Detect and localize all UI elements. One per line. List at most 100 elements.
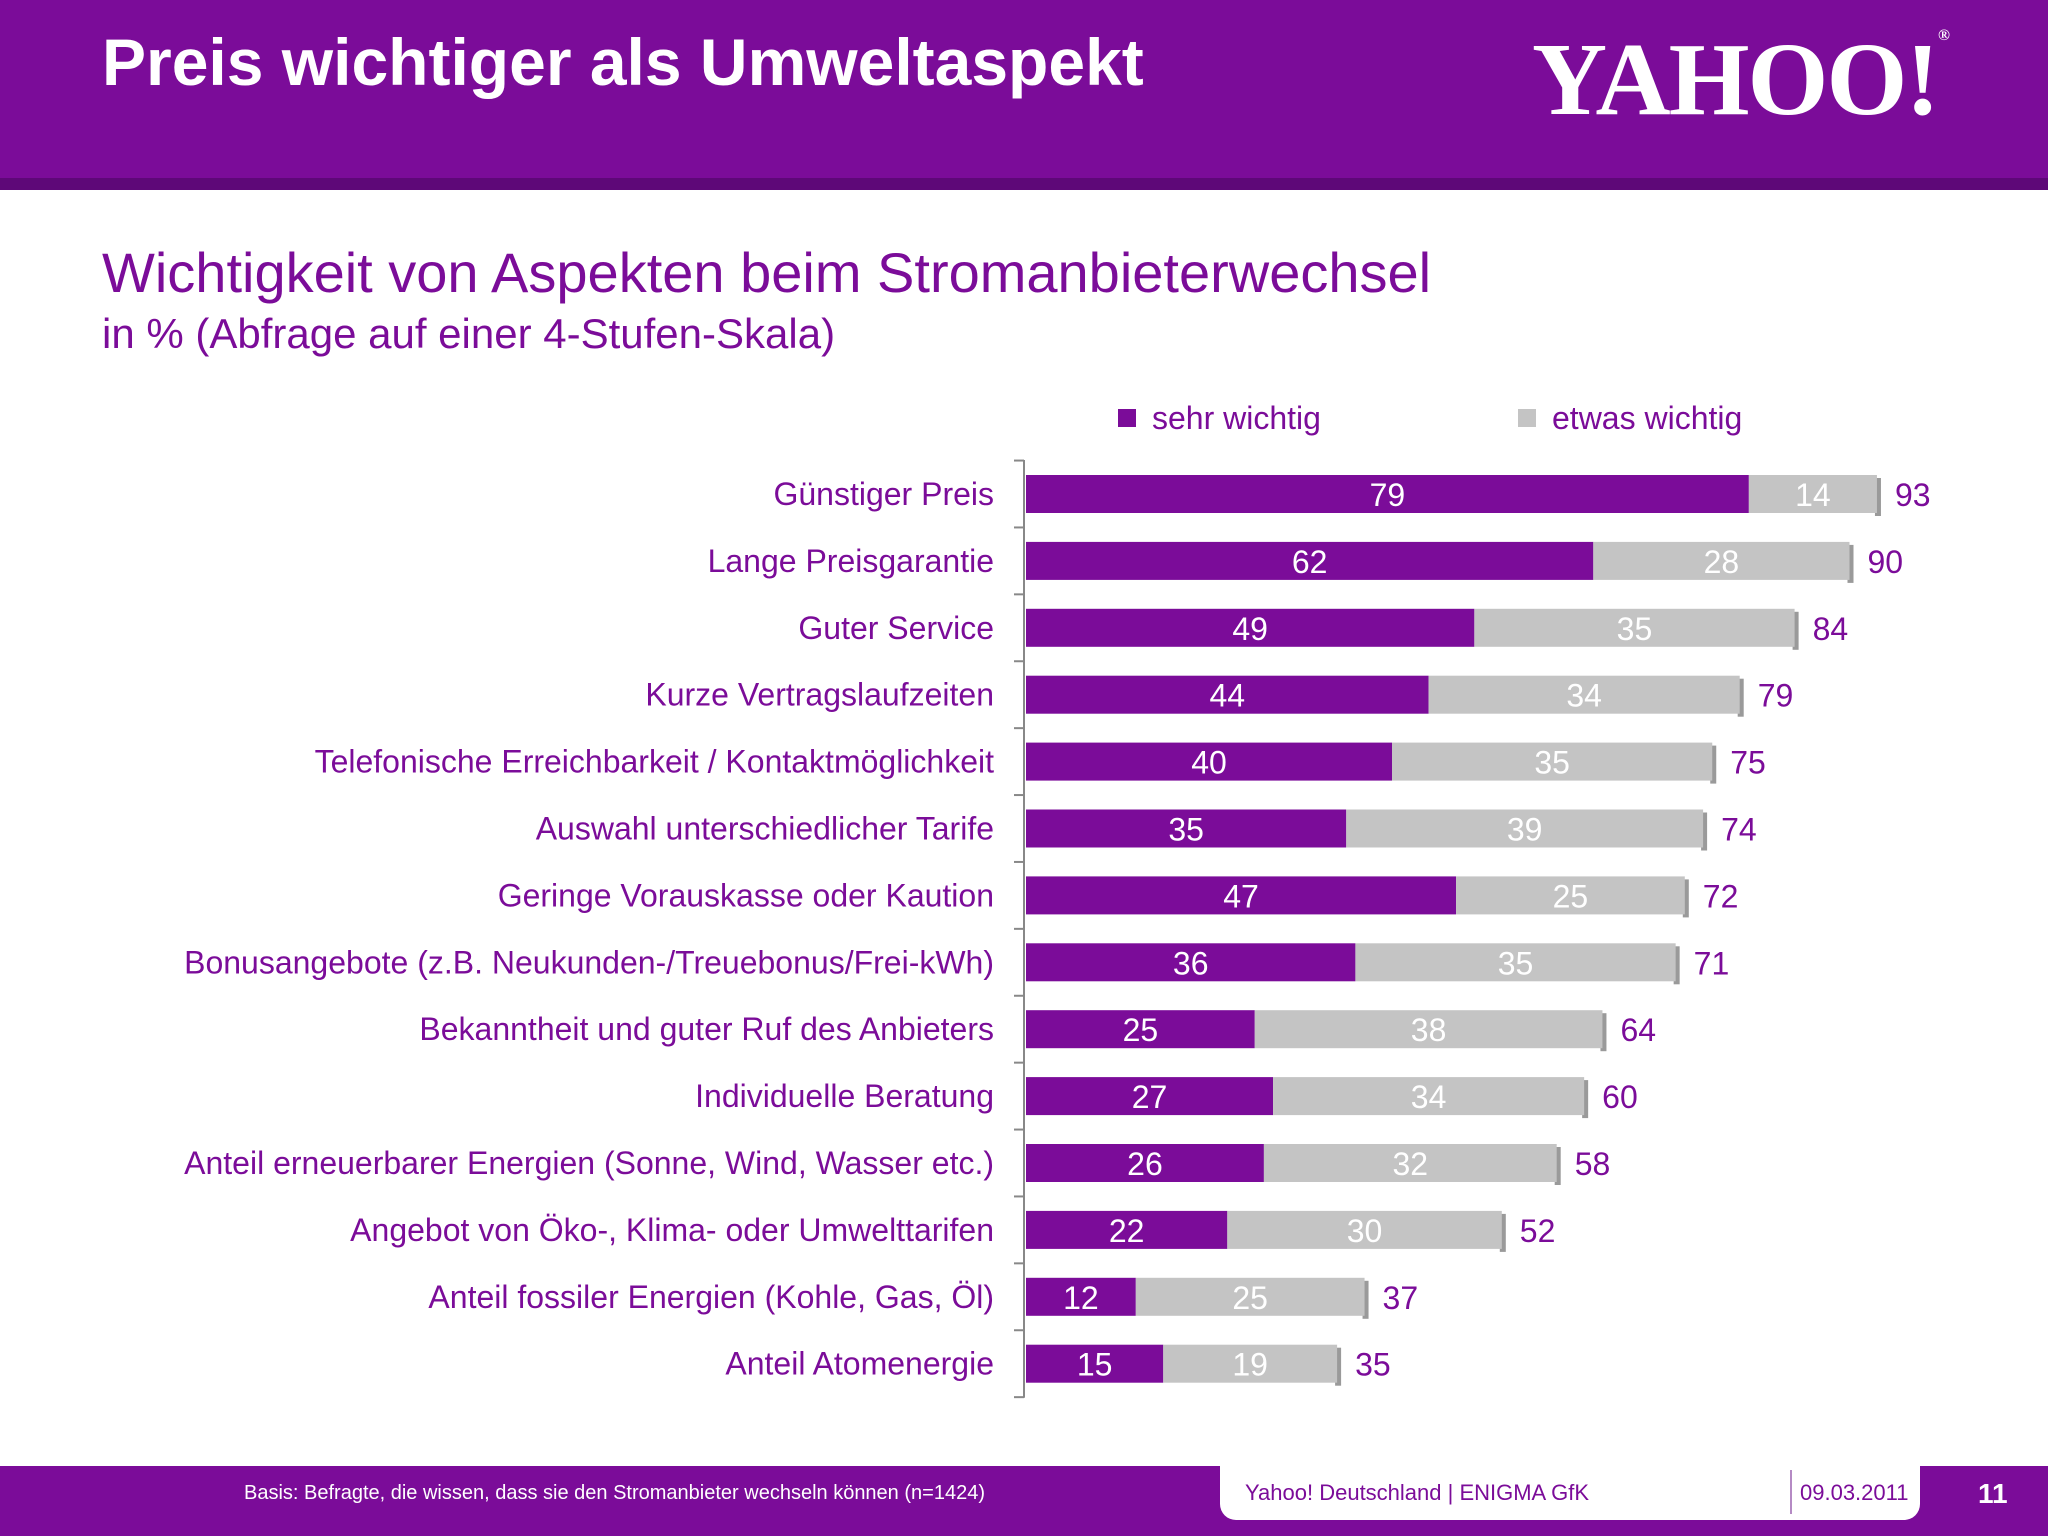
- logo-text: YAHOO!: [1532, 22, 1940, 137]
- bar-etwas-wichtig: [1456, 876, 1685, 915]
- bar-etwas-wichtig: [1392, 742, 1713, 781]
- bar-shadow: [1499, 1213, 1506, 1252]
- bar-shadow: [1673, 946, 1680, 985]
- footer-source: Yahoo! Deutschland | ENIGMA GfK: [1245, 1480, 1590, 1505]
- data-label-etwas-wichtig: 28: [1704, 544, 1740, 580]
- bar-sehr-wichtig: [1026, 1210, 1228, 1249]
- header-bar: Preis wichtiger als Umweltaspekt YAHOO!®: [0, 0, 2048, 190]
- category-label: Angebot von Öko-, Klima- oder Umwelttari…: [350, 1212, 994, 1248]
- data-label-etwas-wichtig: 34: [1566, 678, 1602, 714]
- category-label: Anteil fossiler Energien (Kohle, Gas, Öl…: [428, 1279, 994, 1315]
- bar-etwas-wichtig: [1227, 1210, 1502, 1249]
- bar-sehr-wichtig: [1026, 943, 1356, 982]
- data-label-total: 84: [1813, 611, 1849, 647]
- bar-sehr-wichtig: [1026, 1077, 1274, 1116]
- chart-subtitle: in % (Abfrage auf einer 4-Stufen-Skala): [102, 310, 836, 357]
- bar-sehr-wichtig: [1026, 608, 1475, 647]
- bar-etwas-wichtig: [1263, 1144, 1557, 1182]
- data-label-etwas-wichtig: 30: [1347, 1213, 1383, 1249]
- bar-sehr-wichtig: [1026, 1144, 1264, 1182]
- bar-etwas-wichtig: [1273, 1077, 1585, 1116]
- data-label-total: 60: [1602, 1079, 1638, 1115]
- data-label-etwas-wichtig: 35: [1617, 611, 1653, 647]
- data-label-etwas-wichtig: 25: [1232, 1280, 1268, 1316]
- data-label-sehr-wichtig: 27: [1132, 1079, 1168, 1115]
- bar-sehr-wichtig: [1026, 1010, 1255, 1049]
- bar-sehr-wichtig: [1026, 475, 1749, 513]
- bar-shadow: [1582, 1080, 1589, 1119]
- legend-swatch-etwas-wichtig: [1518, 409, 1536, 427]
- data-label-sehr-wichtig: 79: [1370, 477, 1406, 513]
- bar-shadow: [1701, 812, 1708, 851]
- bar-shadow: [1847, 544, 1854, 583]
- bar-sehr-wichtig: [1026, 742, 1392, 781]
- footer-basis-note: Basis: Befragte, die wissen, dass sie de…: [244, 1482, 985, 1504]
- bar-sehr-wichtig: [1026, 876, 1457, 915]
- category-label: Anteil Atomenergie: [725, 1346, 994, 1382]
- page-title: Preis wichtiger als Umweltaspekt: [102, 25, 1144, 99]
- category-label: Auswahl unterschiedlicher Tarife: [536, 811, 994, 847]
- data-label-total: 71: [1694, 945, 1730, 981]
- data-label-total: 90: [1868, 544, 1904, 580]
- data-label-etwas-wichtig: 39: [1507, 812, 1543, 848]
- data-label-sehr-wichtig: 49: [1232, 611, 1268, 647]
- bar-shadow: [1682, 879, 1689, 918]
- data-label-sehr-wichtig: 26: [1127, 1146, 1163, 1182]
- stacked-bar-chart: Günstiger Preis 79 14 93 Lange Preisgarantie…: [184, 459, 1931, 1399]
- data-label-sehr-wichtig: 47: [1223, 878, 1259, 914]
- data-label-total: 93: [1895, 477, 1931, 513]
- bar-etwas-wichtig: [1355, 943, 1676, 982]
- footer-divider: [1790, 1470, 1792, 1514]
- yahoo-logo: YAHOO!®: [1532, 27, 1950, 132]
- bar-etwas-wichtig: [1346, 809, 1704, 848]
- data-label-sehr-wichtig: 40: [1191, 745, 1227, 781]
- data-label-sehr-wichtig: 25: [1123, 1012, 1159, 1048]
- bar-shadow: [1335, 1347, 1342, 1386]
- footer-date: 09.03.2011: [1800, 1480, 1909, 1505]
- bar-shadow: [1554, 1147, 1561, 1185]
- data-label-etwas-wichtig: 14: [1795, 477, 1831, 513]
- category-label: Lange Preisgarantie: [708, 543, 994, 579]
- registered-mark-icon: ®: [1937, 27, 1950, 44]
- category-label: Geringe Vorauskasse oder Kaution: [498, 877, 994, 913]
- bar-shadow: [1710, 745, 1717, 784]
- legend-label-etwas-wichtig: etwas wichtig: [1552, 399, 1743, 436]
- bar-etwas-wichtig: [1254, 1010, 1603, 1049]
- data-label-total: 35: [1355, 1347, 1391, 1383]
- bar-shadow: [1600, 1013, 1607, 1052]
- data-label-etwas-wichtig: 19: [1232, 1347, 1268, 1383]
- bar-sehr-wichtig: [1026, 1344, 1164, 1383]
- bar-shadow: [1874, 478, 1881, 516]
- category-label: Anteil erneuerbarer Energien (Sonne, Win…: [184, 1145, 994, 1181]
- data-label-etwas-wichtig: 35: [1498, 945, 1534, 981]
- legend-swatch-sehr-wichtig: [1118, 409, 1136, 427]
- data-label-sehr-wichtig: 22: [1109, 1213, 1145, 1249]
- category-label: Bekanntheit und guter Ruf des Anbieters: [419, 1011, 994, 1047]
- chart-title: Wichtigkeit von Aspekten beim Stromanbie…: [102, 241, 1432, 304]
- data-label-total: 37: [1383, 1280, 1419, 1316]
- data-label-total: 58: [1575, 1146, 1611, 1182]
- bar-shadow: [1737, 678, 1744, 717]
- data-label-etwas-wichtig: 34: [1411, 1079, 1447, 1115]
- category-label: Günstiger Preis: [773, 476, 994, 512]
- data-label-sehr-wichtig: 44: [1210, 678, 1246, 714]
- bar-etwas-wichtig: [1428, 675, 1740, 714]
- category-label: Guter Service: [798, 610, 994, 646]
- bar-etwas-wichtig: [1474, 608, 1795, 647]
- data-label-sehr-wichtig: 36: [1173, 945, 1209, 981]
- data-label-etwas-wichtig: 25: [1553, 878, 1589, 914]
- bar-etwas-wichtig: [1135, 1277, 1365, 1316]
- data-label-sehr-wichtig: 35: [1168, 812, 1204, 848]
- category-label: Bonusangebote (z.B. Neukunden-/Treuebonu…: [184, 944, 994, 980]
- data-label-sehr-wichtig: 15: [1077, 1347, 1113, 1383]
- data-label-etwas-wichtig: 32: [1393, 1146, 1429, 1182]
- data-label-etwas-wichtig: 35: [1534, 745, 1570, 781]
- category-label: Kurze Vertragslaufzeiten: [645, 677, 994, 713]
- legend-label-sehr-wichtig: sehr wichtig: [1152, 399, 1321, 436]
- bar-sehr-wichtig: [1026, 1277, 1136, 1316]
- bar-etwas-wichtig: [1593, 541, 1850, 580]
- data-label-total: 79: [1758, 678, 1794, 714]
- data-label-total: 64: [1620, 1012, 1656, 1048]
- data-label-etwas-wichtig: 38: [1411, 1012, 1447, 1048]
- bar-sehr-wichtig: [1026, 541, 1594, 580]
